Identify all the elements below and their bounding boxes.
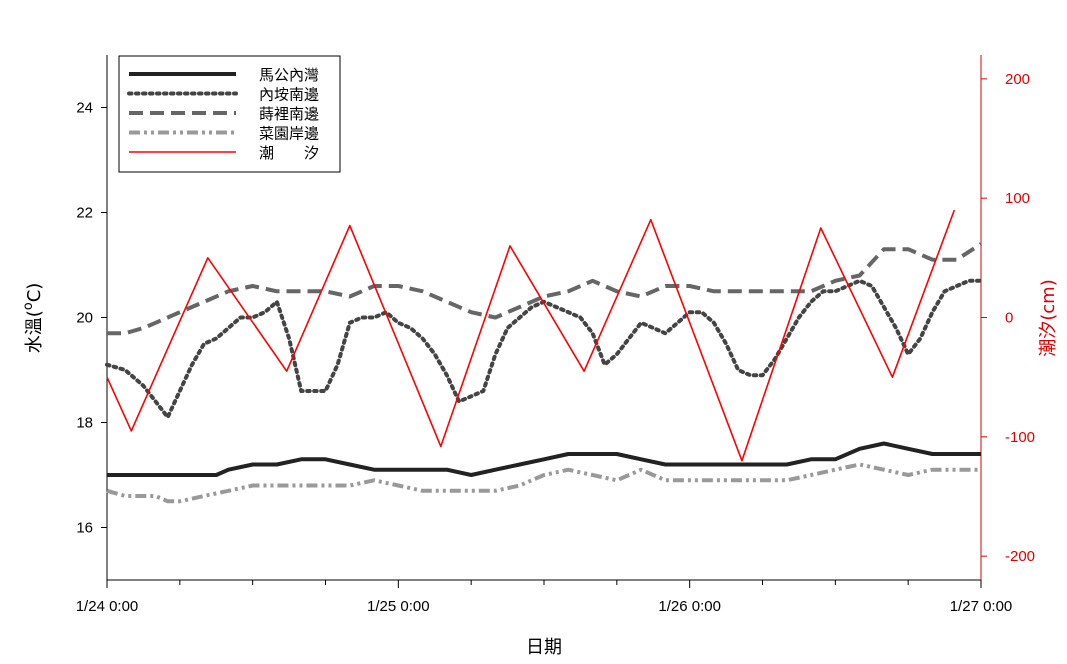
y-tick-label-right: -200 <box>1005 548 1035 565</box>
series-line-0 <box>107 441 981 477</box>
y-tick-label-left: 24 <box>76 100 93 117</box>
x-axis-title: 日期 <box>526 637 562 658</box>
x-tick-label: 1/26 0:00 <box>658 598 721 615</box>
y-tick-label-left: 18 <box>76 415 93 432</box>
y-axis-title-left-unit-open: ( <box>24 310 45 317</box>
series-line-2 <box>107 242 983 336</box>
y-axis-title-left: 水溫(oC) <box>21 283 45 354</box>
legend-label-2: 蒔裡南邊 <box>259 105 319 123</box>
y-tick-label-left: 22 <box>76 205 93 222</box>
series-line-3 <box>106 462 981 504</box>
y-tick-label-right: -100 <box>1005 429 1035 446</box>
x-tick-label: 1/24 0:00 <box>76 598 139 615</box>
x-tick-label: 1/27 0:00 <box>950 598 1013 615</box>
y-tick-label-right: 200 <box>1005 71 1030 88</box>
series-line-4 <box>106 209 956 462</box>
legend-label-3: 菜園岸邊 <box>259 125 319 143</box>
y-tick-label-left: 16 <box>76 520 93 537</box>
y-axis-title-left-unit-close: C) <box>24 283 45 303</box>
y-tick-label-left: 20 <box>76 310 93 327</box>
y-axis-title-right: 潮汐(cm) <box>1038 279 1059 356</box>
legend-label-0: 馬公內灣 <box>259 66 319 84</box>
y-axis-title-left-unit-sup: o <box>21 302 36 310</box>
y-tick-label-right: 0 <box>1005 310 1013 327</box>
series-line-1 <box>105 278 983 420</box>
y-axis-title-left-text: 水溫 <box>24 317 45 353</box>
x-tick-label: 1/25 0:00 <box>367 598 430 615</box>
y-tick-label-right: 100 <box>1005 190 1030 207</box>
legend-label-4: 潮 汐 <box>259 144 319 162</box>
legend-label-1: 內垵南邊 <box>259 86 319 104</box>
